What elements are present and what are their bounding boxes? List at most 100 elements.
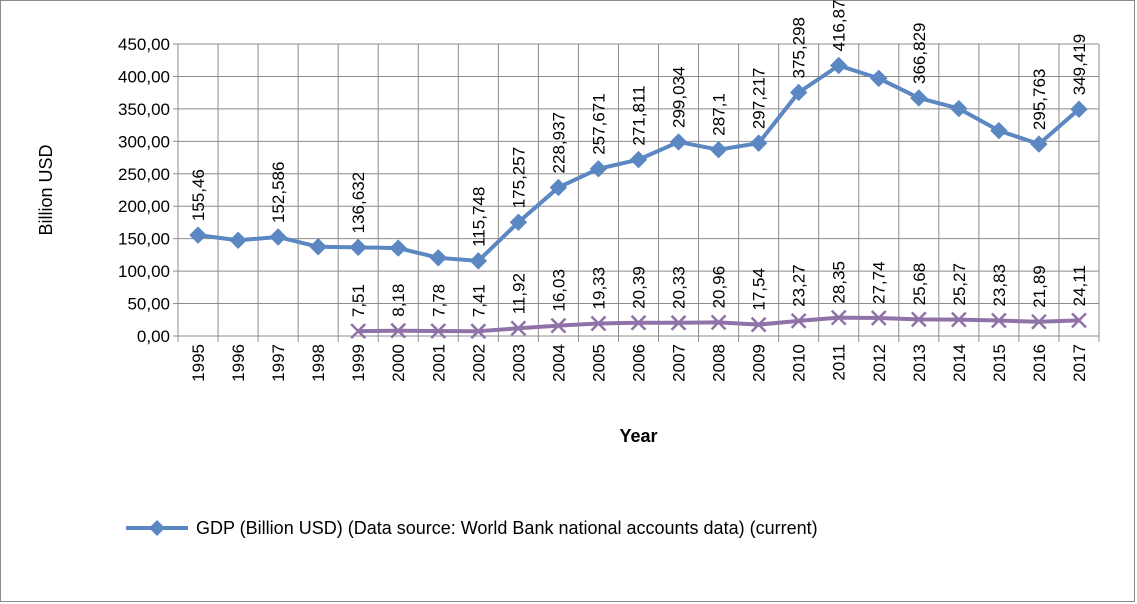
data-point	[749, 134, 768, 152]
x-tick-label: 2009	[750, 344, 769, 382]
data-point	[189, 226, 207, 244]
x-tick-label: 2008	[710, 344, 729, 382]
data-point	[429, 249, 447, 267]
data-label: 349,419	[1070, 34, 1089, 95]
x-tick-label: 2016	[1030, 344, 1049, 382]
data-label: 287,1	[710, 93, 729, 136]
data-point	[589, 160, 608, 178]
data-label: 115,748	[469, 187, 488, 247]
data-point	[390, 322, 407, 339]
data-label: 25,27	[950, 263, 969, 306]
y-tick-label: 400,00	[118, 67, 170, 86]
data-label: 416,878	[830, 0, 849, 51]
data-point	[710, 314, 727, 331]
axes	[177, 44, 1099, 337]
data-point	[950, 99, 968, 118]
y-tick-labels: 0,00 50,00 100,00 150,00 200,00 250,00 300,00 3…	[118, 35, 170, 346]
data-point	[991, 312, 1007, 329]
data-point	[870, 310, 887, 326]
data-point	[1031, 313, 1047, 330]
y-tick-label: 0,00	[137, 327, 170, 346]
data-label: 228,937	[549, 112, 568, 173]
x-tick-label: 2012	[870, 344, 889, 382]
data-label: 20,33	[670, 266, 689, 309]
legend-label: GDP (Billion USD) (Data source: World Ba…	[196, 518, 818, 538]
data-label: 21,89	[1030, 265, 1049, 308]
y-axis-title: Billion USD	[36, 144, 56, 235]
data-label: 295,763	[1030, 69, 1049, 130]
x-tick-label: 2003	[509, 344, 528, 382]
data-point	[1030, 135, 1048, 153]
x-tick-label: 1997	[269, 344, 288, 382]
x-tick-label: 1995	[189, 344, 208, 382]
data-point	[550, 317, 567, 334]
data-labels: 155,46 152,586 136,632 115,748 175,257 228,93…	[189, 0, 1089, 317]
y-tick-label: 100,00	[118, 262, 170, 281]
data-point	[870, 69, 888, 88]
data-label: 17,54	[750, 268, 769, 311]
data-label: 175,257	[509, 147, 528, 208]
data-label: 28,35	[830, 261, 849, 304]
legend-marker	[149, 520, 165, 536]
data-point	[229, 231, 247, 249]
data-label: 24,11	[1070, 265, 1089, 306]
data-point	[309, 238, 327, 256]
data-point	[669, 133, 688, 151]
data-point	[269, 228, 287, 246]
data-point	[510, 320, 527, 337]
x-tick-label: 2005	[589, 344, 608, 382]
data-label: 7,78	[429, 284, 448, 317]
x-tick-label: 2006	[630, 344, 649, 382]
x-tick-label: 2004	[549, 344, 568, 382]
data-point	[789, 83, 808, 102]
data-point	[430, 323, 447, 339]
data-point	[830, 309, 847, 326]
x-tick-label: 2001	[429, 344, 448, 382]
data-label: 20,39	[630, 266, 649, 309]
data-point	[709, 140, 728, 159]
x-tick-label: 2011	[830, 344, 849, 381]
data-point	[509, 213, 528, 231]
data-point	[470, 323, 487, 340]
data-point	[549, 178, 568, 197]
data-label: 8,18	[389, 284, 408, 317]
x-tick-label: 2007	[670, 344, 689, 382]
x-tick-label: 2013	[910, 344, 929, 382]
y-tick-label: 50,00	[127, 295, 170, 314]
y-tick-label: 250,00	[118, 165, 170, 184]
data-label: 16,03	[549, 269, 568, 312]
data-point	[389, 239, 407, 257]
data-label: 136,632	[349, 172, 368, 233]
data-label: 23,83	[990, 264, 1009, 307]
data-label: 366,829	[910, 23, 929, 84]
data-point	[629, 150, 648, 169]
data-label: 27,74	[870, 261, 889, 304]
data-label: 297,217	[750, 68, 769, 129]
data-label: 152,586	[269, 162, 288, 223]
data-point	[1070, 100, 1088, 118]
data-point	[950, 311, 967, 328]
series-line	[358, 315, 1080, 334]
x-tick-label: 2002	[469, 344, 488, 382]
data-label: 25,68	[910, 263, 929, 306]
data-point	[1071, 312, 1087, 329]
x-tick-label: 1998	[309, 344, 328, 382]
data-point	[830, 56, 848, 75]
data-point	[469, 252, 488, 270]
data-point	[590, 315, 607, 332]
data-label: 23,27	[790, 264, 809, 307]
y-tick-label: 350,00	[118, 100, 170, 119]
x-tick-label: 2014	[950, 344, 969, 382]
data-point	[790, 313, 807, 329]
y-tick-label: 150,00	[118, 230, 170, 249]
data-label: 19,33	[589, 267, 608, 310]
series-layer	[189, 56, 1088, 340]
data-label: 7,51	[349, 284, 368, 317]
x-tick-label: 1999	[349, 344, 368, 382]
x-tick-label: 1996	[229, 344, 248, 382]
legend: GDP (Billion USD) (Data source: World Ba…	[126, 518, 818, 538]
x-tick-labels: 1995 1996 1997 1998 1999 2000 2001 2002 2003 2004…	[189, 344, 1089, 382]
data-point	[750, 316, 767, 333]
data-label: 20,96	[710, 266, 729, 309]
y-tick-label: 300,00	[118, 132, 170, 151]
